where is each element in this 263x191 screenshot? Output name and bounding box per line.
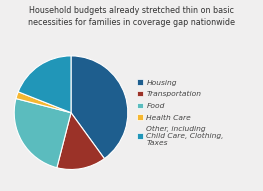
Wedge shape xyxy=(71,56,128,159)
Legend: Housing, Transportation, Food, Health Care, Other, including
Child Care, Clothin: Housing, Transportation, Food, Health Ca… xyxy=(137,79,224,146)
Wedge shape xyxy=(18,56,71,113)
Wedge shape xyxy=(14,99,71,168)
Wedge shape xyxy=(16,92,71,113)
Text: Household budgets already stretched thin on basic
necessities for families in co: Household budgets already stretched thin… xyxy=(28,6,235,27)
Wedge shape xyxy=(57,113,104,169)
